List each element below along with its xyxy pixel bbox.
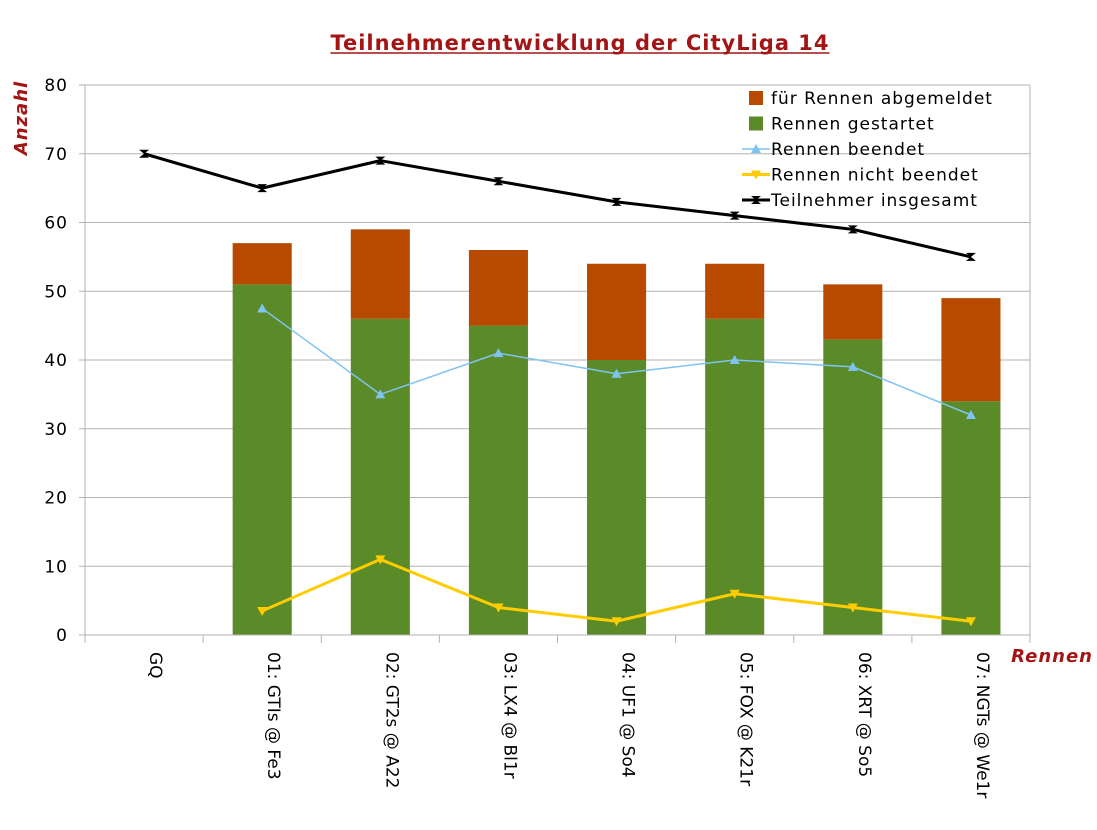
legend-marker bbox=[751, 144, 761, 153]
x-axis-categories: GQ 01: GTIs @ Fe3 02: GT2s @ A22 03: LX4 @ … bbox=[145, 652, 992, 798]
data-point-0 bbox=[257, 303, 268, 313]
bar-abgemeldet-3 bbox=[468, 250, 528, 326]
legend: für Rennen abgemeldet Rennen gestartet Ren… bbox=[742, 89, 993, 211]
legend-label: Rennen nicht beendet bbox=[771, 166, 979, 186]
data-point-2 bbox=[257, 184, 268, 193]
data-point-0 bbox=[375, 389, 386, 399]
data-point-2 bbox=[375, 156, 386, 165]
legend-swatch bbox=[749, 116, 763, 131]
data-point-2 bbox=[139, 149, 150, 158]
legend-marker bbox=[751, 170, 761, 180]
bar-gestartet-6 bbox=[823, 339, 883, 635]
x-category-label: 06: XRT @ So5 bbox=[854, 652, 874, 777]
legend-label: Rennen beendet bbox=[771, 140, 925, 160]
data-point-1 bbox=[493, 603, 504, 613]
data-point-1 bbox=[965, 617, 976, 627]
data-point-1 bbox=[847, 603, 858, 613]
data-point-0 bbox=[965, 410, 976, 419]
legend-label: für Rennen abgemeldet bbox=[771, 89, 993, 109]
x-category-label: GQ bbox=[145, 652, 165, 679]
bar-gestartet-5 bbox=[705, 318, 765, 635]
chart-title: Teilnehmerentwicklung der CityLiga 14 bbox=[330, 31, 829, 55]
data-point-2 bbox=[611, 197, 622, 206]
data-point-1 bbox=[729, 589, 740, 599]
legend-swatch bbox=[749, 91, 763, 105]
data-point-2 bbox=[847, 225, 858, 234]
x-category-label: 07: NGTs @ We1r bbox=[972, 652, 992, 798]
bar-gestartet-7 bbox=[941, 401, 1001, 635]
bar-gestartet-3 bbox=[468, 325, 528, 635]
data-point-0 bbox=[493, 348, 504, 358]
bars bbox=[232, 229, 1001, 635]
data-point-0 bbox=[611, 368, 622, 378]
x-axis-title: Rennen bbox=[1011, 646, 1093, 667]
bar-abgemeldet-7 bbox=[941, 298, 1001, 402]
data-point-2 bbox=[965, 252, 976, 261]
x-category-label: 01: GTIs @ Fe3 bbox=[263, 652, 283, 780]
series-lines bbox=[139, 149, 976, 627]
legend-marker bbox=[751, 196, 761, 204]
y-tick-label: 20 bbox=[44, 489, 68, 509]
bar-gestartet-4 bbox=[587, 360, 647, 635]
x-category-label: 04: UF1 @ So4 bbox=[618, 652, 638, 778]
legend-label: Rennen gestartet bbox=[771, 115, 935, 135]
axes bbox=[84, 84, 1031, 643]
bar-abgemeldet-2 bbox=[350, 229, 410, 319]
x-category-label: 03: LX4 @ Bl1r bbox=[499, 652, 519, 779]
y-axis-ticks: 0 10 20 30 40 50 60 70 80 bbox=[44, 76, 85, 646]
y-tick-label: 80 bbox=[44, 76, 68, 96]
x-category-label: 02: GT2s @ A22 bbox=[381, 652, 401, 788]
data-point-2 bbox=[729, 211, 740, 220]
data-point-0 bbox=[729, 355, 740, 364]
x-category-label: 05: FOX @ K21r bbox=[736, 652, 756, 786]
bar-gestartet-2 bbox=[350, 318, 410, 635]
y-tick-label: 10 bbox=[44, 557, 68, 577]
data-point-1 bbox=[611, 617, 622, 627]
series-line-2 bbox=[143, 152, 972, 259]
y-tick-label: 40 bbox=[44, 351, 68, 371]
bar-abgemeldet-6 bbox=[823, 284, 883, 340]
data-point-0 bbox=[847, 361, 858, 371]
y-tick-label: 50 bbox=[44, 282, 68, 302]
y-axis-title: Anzahl bbox=[11, 81, 32, 157]
data-point-1 bbox=[257, 606, 268, 616]
y-tick-label: 30 bbox=[44, 420, 68, 440]
bar-abgemeldet-4 bbox=[587, 263, 647, 360]
y-tick-label: 60 bbox=[44, 214, 68, 234]
data-point-2 bbox=[493, 177, 504, 186]
bar-abgemeldet-1 bbox=[232, 243, 292, 285]
bar-abgemeldet-5 bbox=[705, 263, 765, 319]
y-tick-label: 0 bbox=[56, 626, 68, 646]
data-point-1 bbox=[375, 555, 386, 565]
chart-title-group: Teilnehmerentwicklung der CityLiga 14 bbox=[330, 31, 830, 55]
y-tick-label: 70 bbox=[44, 145, 68, 165]
bar-gestartet-1 bbox=[232, 284, 292, 635]
legend-label: Teilnehmer insgesamt bbox=[770, 191, 978, 211]
